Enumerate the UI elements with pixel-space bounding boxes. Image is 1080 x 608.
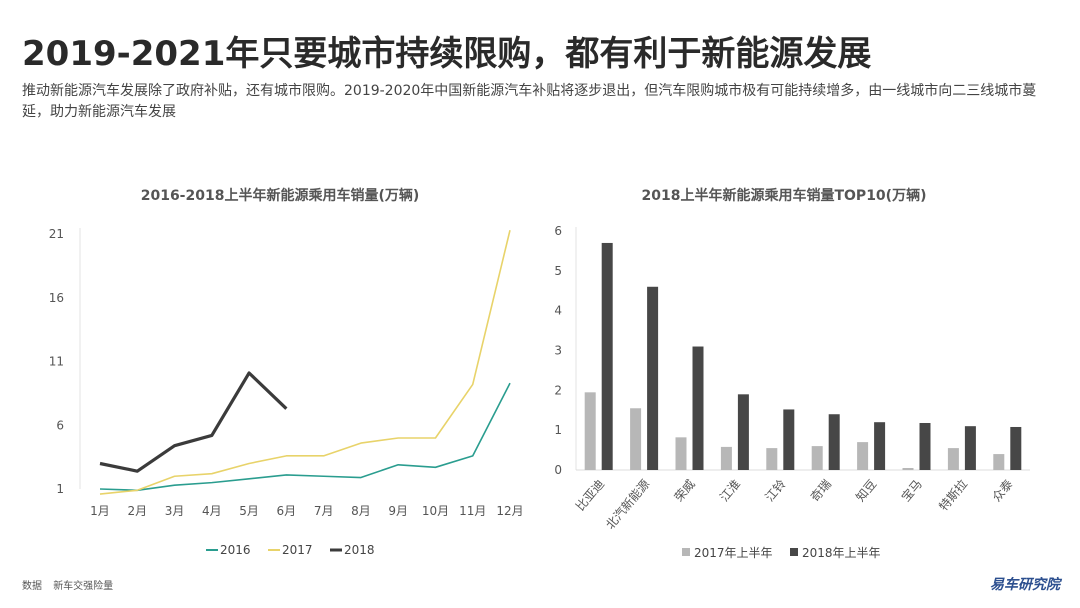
bar-y-tick: 2	[554, 383, 562, 397]
bar-legend-label: 2018年上半年	[802, 546, 881, 560]
line-x-tick: 6月	[277, 504, 297, 518]
line-x-tick: 12月	[496, 504, 523, 518]
source-value: 新车交强险量	[53, 581, 114, 592]
bar-legend-label: 2017年上半年	[694, 546, 773, 560]
bar-x-tick: 宝马	[899, 477, 925, 504]
bar-2017	[720, 446, 732, 470]
bar-2018	[647, 286, 659, 470]
line-y-tick: 21	[49, 227, 64, 241]
bar-2017	[993, 454, 1005, 470]
line-x-tick: 3月	[165, 504, 185, 518]
line-chart-title: 2016-2018上半年新能源乘用车销量(万辆)	[141, 187, 420, 204]
source-label: 数据	[22, 581, 42, 592]
bar-x-tick: 北汽新能源	[602, 476, 652, 532]
bar-y-tick: 4	[554, 304, 562, 318]
bar-2018	[601, 242, 613, 470]
bar-chart: 2018上半年新能源乘用车销量TOP10(万辆) 0 1 2 3 4 5 6 比亚迪 北汽新能源…	[540, 176, 1060, 576]
source-note: 数据 新车交强险量	[22, 577, 121, 592]
line-x-tick: 9月	[388, 504, 408, 518]
bar-y-tick: 5	[554, 264, 562, 278]
line-y-tick: 1	[56, 482, 64, 496]
bar-2017	[584, 392, 596, 470]
bar-y-tick: 3	[554, 344, 562, 358]
bar-2018	[919, 422, 931, 470]
line-legend-label: 2017	[282, 543, 313, 557]
bar-x-tick: 众泰	[989, 477, 1015, 504]
bar-2018	[1010, 426, 1022, 470]
bar-y-tick: 1	[554, 423, 562, 437]
bar-y-tick: 6	[554, 224, 562, 238]
page-subtitle: 推动新能源汽车发展除了政府补贴，还有城市限购。2019-2020年中国新能源汽车…	[22, 83, 1037, 120]
line-y-tick: 16	[49, 291, 64, 305]
brand-logo: 易车研究院	[990, 577, 1060, 593]
bar-2017	[857, 442, 869, 470]
bar-x-tick: 知豆	[853, 477, 879, 504]
bar-legend-swatch	[790, 548, 798, 556]
line-y-tick: 6	[56, 418, 64, 432]
bar-2018	[874, 422, 886, 470]
bar-2017	[811, 446, 823, 470]
line-x-tick: 2月	[127, 504, 147, 518]
bar-legend-swatch	[682, 548, 690, 556]
bar-2018	[783, 409, 795, 470]
bar-2017	[766, 448, 778, 470]
line-series-2016	[99, 382, 511, 492]
bar-chart-title: 2018上半年新能源乘用车销量TOP10(万辆)	[642, 187, 927, 204]
line-series-2018	[99, 371, 288, 473]
bar-2018	[737, 394, 749, 470]
bar-x-tick: 荣威	[672, 477, 698, 504]
bar-x-tick: 特斯拉	[936, 476, 971, 513]
line-x-tick: 7月	[314, 504, 334, 518]
bar-2018	[828, 414, 840, 470]
line-x-tick: 8月	[351, 504, 371, 518]
bar-2018	[692, 346, 704, 470]
bar-2017	[947, 448, 959, 470]
bar-2017	[675, 437, 687, 470]
page-title: 2019-2021年只要城市持续限购，都有利于新能源发展	[22, 34, 872, 74]
line-x-tick: 11月	[459, 504, 486, 518]
line-x-tick: 1月	[90, 504, 110, 518]
bar-y-tick: 0	[554, 463, 562, 477]
bar-x-tick: 奇瑞	[808, 477, 834, 504]
bar-2017	[902, 468, 914, 470]
bar-2018	[964, 426, 976, 470]
line-series-2017	[99, 229, 511, 495]
line-x-tick: 4月	[202, 504, 222, 518]
bar-2017	[630, 408, 642, 470]
bar-chart-svg: 2018上半年新能源乘用车销量TOP10(万辆) 0 1 2 3 4 5 6 比亚迪北汽新能源…	[554, 187, 1030, 560]
bar-x-tick: 比亚迪	[573, 477, 607, 514]
line-chart: 2016-2018上半年新能源乘用车销量(万辆) 1 6 11 16 21 1月 2月 3月 4…	[20, 176, 540, 576]
line-legend-label: 2016	[220, 543, 251, 557]
bar-x-tick: 江淮	[717, 477, 743, 504]
line-x-tick: 10月	[422, 504, 449, 518]
line-y-tick: 11	[49, 355, 64, 369]
line-x-tick: 5月	[239, 504, 259, 518]
bar-x-tick: 江铃	[762, 476, 789, 504]
line-legend-label: 2018	[344, 543, 375, 557]
